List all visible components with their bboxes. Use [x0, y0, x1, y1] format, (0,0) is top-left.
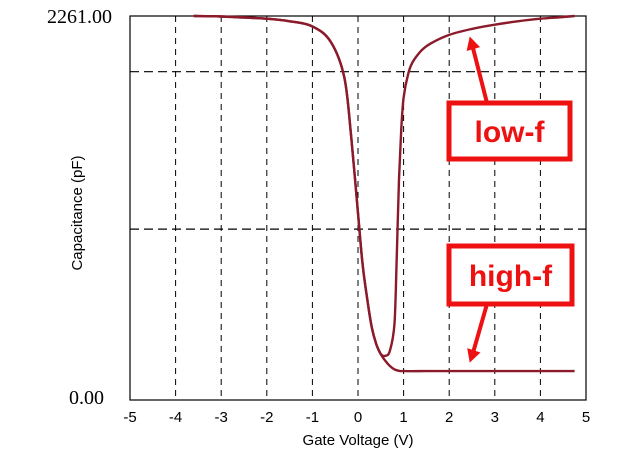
- x-tick-label: -1: [306, 409, 319, 426]
- x-tick-label: -3: [215, 409, 228, 426]
- x-tick-label: 0: [354, 409, 362, 426]
- series-layer: [193, 14, 575, 373]
- callout-arrow: [470, 303, 489, 354]
- x-tick-label: 2: [445, 409, 453, 426]
- arrowhead: [467, 348, 481, 363]
- grid: [130, 16, 586, 400]
- y-axis-title: Capacitance (pF): [69, 155, 86, 270]
- callout-arrow: [470, 45, 489, 104]
- x-tick-labels: -5 -4 -3 -2 -1 0 1 2 3 4 5: [123, 409, 590, 426]
- x-tick-label: 3: [491, 409, 499, 426]
- x-tick-label: -5: [123, 409, 136, 426]
- x-tick-label: -2: [260, 409, 273, 426]
- x-axis-title: Gate Voltage (V): [303, 432, 414, 449]
- callout-label: low-f: [475, 116, 546, 149]
- series-line-high-f: [193, 14, 575, 373]
- x-tick-label: 1: [399, 409, 407, 426]
- callout-low-f: low-f: [446, 36, 573, 162]
- callouts: low-f high-f: [446, 36, 575, 363]
- plot-frame: [129, 15, 587, 401]
- callout-high-f: high-f: [446, 243, 575, 363]
- callout-box: [446, 100, 573, 162]
- x-tick-label: 5: [582, 409, 590, 426]
- x-tick-label: -4: [169, 409, 182, 426]
- callout-label: high-f: [469, 260, 553, 293]
- arrowhead: [466, 36, 481, 51]
- callout-box: [446, 243, 575, 307]
- x-tick-label: 4: [536, 409, 544, 426]
- y-min-tick-label: 0.00: [69, 387, 104, 409]
- y-max-tick-label: 2261.00: [47, 6, 112, 28]
